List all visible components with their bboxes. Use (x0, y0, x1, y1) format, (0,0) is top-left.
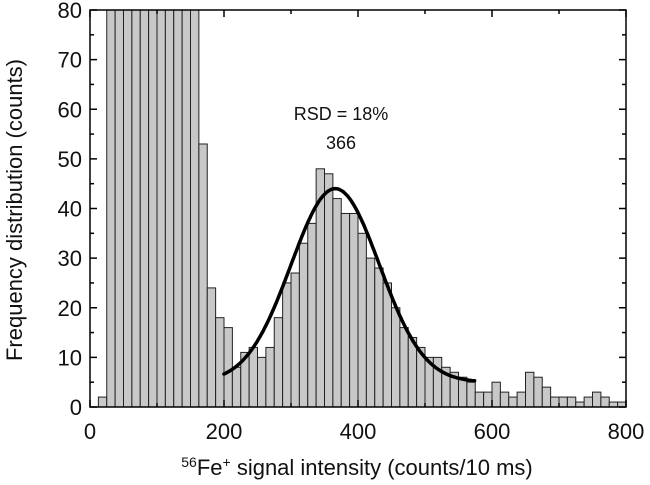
histogram-bar (499, 391, 510, 408)
histogram-bar (516, 391, 526, 408)
x-axis-title-charge: + (223, 454, 231, 470)
histogram-bar (374, 267, 384, 408)
histogram-bar (382, 282, 392, 408)
histogram-bar (407, 337, 418, 408)
x-axis-title-element: Fe (197, 455, 223, 480)
x-axis-title-isotope: 56 (181, 454, 197, 470)
histogram-bar (541, 386, 552, 408)
histogram-bar (483, 391, 493, 408)
histogram-bar (491, 381, 501, 408)
gaussian-fit-curve (222, 186, 477, 383)
x-tick-label: 200 (206, 419, 243, 444)
histogram-bar (148, 9, 158, 408)
histogram-bar (533, 376, 543, 408)
histogram-bar (231, 366, 242, 408)
histogram-bar (156, 9, 166, 408)
histogram-bar (365, 257, 376, 408)
histogram-bar (290, 272, 300, 408)
histogram-bar (181, 9, 191, 408)
histogram-bar (123, 9, 133, 408)
histogram-bar (282, 282, 292, 408)
histogram-bar (97, 396, 108, 408)
histogram-bar (566, 396, 577, 408)
histogram-bar (508, 396, 518, 408)
histogram-bar (298, 242, 309, 408)
y-tick-label: 60 (58, 97, 82, 122)
y-tick-label: 30 (58, 246, 82, 271)
histogram-bar (106, 9, 116, 408)
histogram-bar (114, 9, 124, 408)
y-tick-label: 20 (58, 296, 82, 321)
histogram-bar (332, 198, 342, 408)
y-tick-labels: 0 10 20 30 40 50 60 70 80 (58, 0, 82, 420)
histogram-bar (474, 391, 485, 408)
peak-value-annotation: 366 (326, 133, 356, 153)
histogram-bar (248, 346, 258, 408)
histogram-bar (391, 307, 401, 408)
y-tick-label: 40 (58, 197, 82, 222)
histogram-bar (206, 287, 217, 408)
histogram-bar (257, 356, 267, 408)
rsd-annotation: RSD = 18% (294, 104, 389, 124)
histogram-bar (190, 9, 200, 408)
histogram-bar (466, 381, 476, 408)
histogram-bar (349, 212, 359, 408)
histogram-bar (458, 376, 468, 408)
x-tick-labels: 0 200 400 600 800 (84, 419, 644, 444)
x-axis-title-rest: signal intensity (counts/10 ms) (231, 455, 533, 480)
x-tick-label: 800 (608, 419, 645, 444)
y-tick-label: 50 (58, 147, 82, 172)
histogram-bar (265, 346, 275, 408)
x-tick-label: 600 (474, 419, 511, 444)
histogram-bar (273, 317, 284, 408)
x-tick-label: 0 (84, 419, 96, 444)
x-tick-label: 400 (340, 419, 377, 444)
histogram-bar (550, 396, 560, 408)
histogram-bar (340, 212, 351, 408)
axis-ticks (89, 9, 627, 408)
histogram-bar (173, 9, 183, 408)
histogram-bar (139, 9, 150, 408)
histogram-bar (307, 222, 317, 408)
histogram-bar (198, 143, 208, 408)
y-tick-label: 0 (70, 395, 82, 420)
histogram-bar (164, 9, 175, 408)
histogram-bar (223, 327, 233, 408)
histogram-bar (583, 396, 593, 408)
histogram-bar (357, 232, 367, 408)
histogram-bar (525, 371, 535, 408)
histogram-bars (97, 9, 627, 408)
y-tick-label: 70 (58, 48, 82, 73)
histogram-bar (399, 327, 409, 408)
histogram-bar (324, 173, 334, 408)
x-axis-title: 56Fe+ signal intensity (counts/10 ms) (181, 454, 532, 480)
y-tick-label: 10 (58, 345, 82, 370)
y-tick-label: 80 (58, 0, 82, 23)
histogram-bar (592, 391, 602, 408)
histogram-bar (600, 396, 610, 408)
histogram-bar (558, 396, 568, 408)
histogram-bar (131, 9, 141, 408)
histogram-bar (215, 317, 225, 408)
y-axis-title: Frequency distribution (counts) (2, 59, 27, 361)
